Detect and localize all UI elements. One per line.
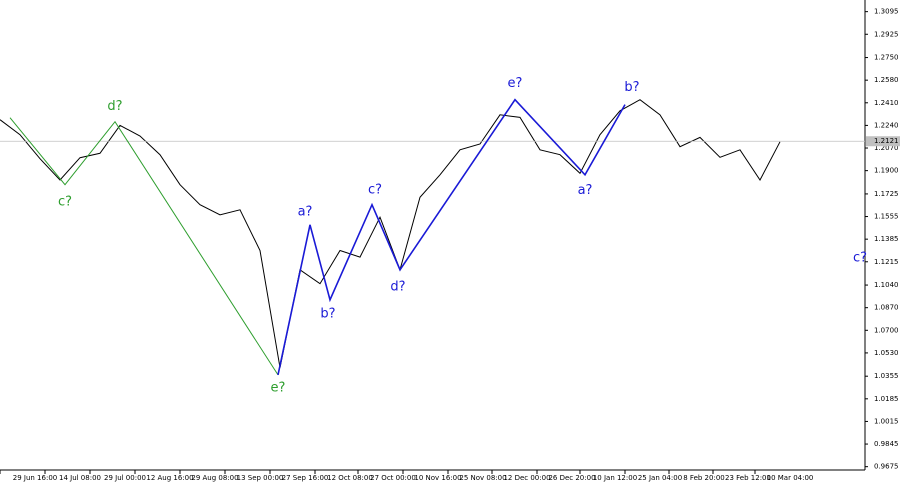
wave-label: b? xyxy=(320,306,335,321)
y-tick-label: 1.0870 xyxy=(874,304,899,312)
x-tick-label: 27 Sep 16:00 xyxy=(282,474,329,482)
x-tick-label: 26 Dec 20:00 xyxy=(548,474,595,482)
x-tick-label: 12 Dec 00:00 xyxy=(503,474,550,482)
y-tick-label: 1.2925 xyxy=(874,30,899,38)
y-tick-label: 1.1555 xyxy=(874,213,899,221)
y-tick-label: 1.0700 xyxy=(874,326,899,334)
x-tick-label: 12 Aug 16:00 xyxy=(146,474,193,482)
x-tick-label: 23 Feb 12:00 xyxy=(725,474,771,482)
wave-label: c? xyxy=(368,182,382,197)
x-tick-label: 10 Jan 12:00 xyxy=(593,474,637,482)
last-price-box xyxy=(866,136,900,147)
wave-line xyxy=(277,98,626,376)
x-tick-label: 10 Mar 04:00 xyxy=(767,474,814,482)
x-tick-label: 29 Aug 08:00 xyxy=(191,474,238,482)
y-tick-label: 1.2410 xyxy=(874,99,899,107)
wave-label: a? xyxy=(578,183,593,198)
y-tick-label: 1.2070 xyxy=(874,144,899,152)
x-tick-label: 29 Jul 00:00 xyxy=(104,474,146,482)
wave-label: d? xyxy=(390,279,405,294)
price-line xyxy=(0,99,781,368)
y-tick-label: 1.1215 xyxy=(874,258,899,266)
wave-label: b? xyxy=(624,80,639,95)
x-tick-label: 14 Jul 08:00 xyxy=(59,474,101,482)
x-tick-label: 8 Feb 20:00 xyxy=(683,474,724,482)
y-tick-label: 1.0185 xyxy=(874,395,899,403)
y-tick-label: 0.9675 xyxy=(874,463,899,471)
wave-label: c? xyxy=(853,250,867,265)
wave-label: a? xyxy=(298,204,313,219)
y-tick-label: 1.0530 xyxy=(874,349,899,357)
x-tick-label: 13 Sep 00:00 xyxy=(237,474,284,482)
wave-label: e? xyxy=(271,380,286,395)
wave-label: e? xyxy=(508,76,523,91)
x-tick-label: 25 Jan 04:00 xyxy=(638,474,682,482)
y-tick-label: 1.1725 xyxy=(874,190,899,198)
y-tick-label: 1.2240 xyxy=(874,121,899,129)
x-tick-label: 25 Nov 08:00 xyxy=(459,474,506,482)
x-tick-label: 12 Oct 08:00 xyxy=(327,474,373,482)
y-tick-label: 1.3095 xyxy=(874,8,899,16)
wave-label: d? xyxy=(107,99,122,114)
y-tick-label: 1.0355 xyxy=(874,372,899,380)
last-price-label: 1.2121 xyxy=(874,137,899,145)
x-tick-label: 10 Nov 16:00 xyxy=(414,474,461,482)
y-tick-label: 1.2750 xyxy=(874,54,899,62)
wave-label: c? xyxy=(58,194,72,209)
x-tick-label: 29 Jun 16:00 xyxy=(13,474,57,482)
y-tick-label: 1.1900 xyxy=(874,167,899,175)
y-tick-label: 1.0015 xyxy=(874,417,899,425)
y-tick-label: 1.1385 xyxy=(874,235,899,243)
y-tick-label: 1.1040 xyxy=(874,281,899,289)
wave-line xyxy=(9,117,279,376)
x-tick-label: 27 Oct 00:00 xyxy=(370,474,416,482)
y-tick-label: 0.9845 xyxy=(874,440,899,448)
y-tick-label: 1.2580 xyxy=(874,76,899,84)
